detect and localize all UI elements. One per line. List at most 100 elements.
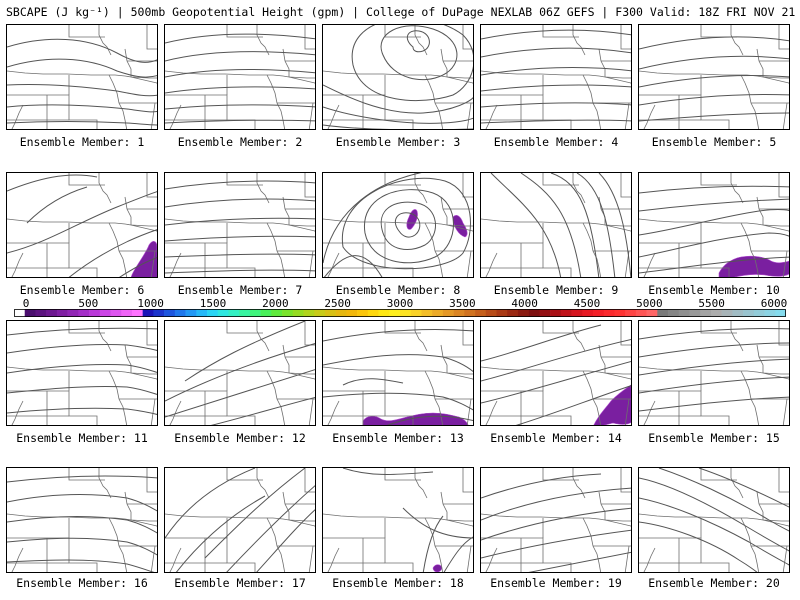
- member-map-5: [639, 25, 789, 129]
- member-caption: Ensemble Member: 2: [177, 135, 303, 149]
- height-contour: [7, 327, 157, 336]
- member-caption: Ensemble Member: 10: [648, 283, 780, 297]
- colorbar-swatch: [464, 309, 476, 317]
- height-contour: [520, 173, 582, 277]
- state-border: [481, 366, 631, 375]
- height-contour: [515, 385, 631, 425]
- colorbar-swatch: [614, 309, 626, 317]
- state-border: [108, 370, 128, 425]
- state-border: [604, 76, 631, 85]
- colorbar-tick-label: 4000: [511, 297, 538, 310]
- member-caption: Ensemble Member: 14: [490, 431, 622, 445]
- state-border: [778, 321, 789, 346]
- state-border: [643, 547, 656, 572]
- state-border: [165, 366, 315, 375]
- state-border: [756, 344, 764, 373]
- colorbar-swatch: [593, 309, 605, 317]
- colorbar-swatch: [324, 309, 336, 317]
- state-border: [165, 70, 315, 79]
- height-contour: [323, 106, 473, 124]
- state-border: [762, 76, 789, 85]
- member-caption: Ensemble Member: 6: [19, 283, 145, 297]
- height-contour: [481, 361, 631, 404]
- colorbar-swatch: [410, 309, 422, 317]
- height-contour: [68, 229, 157, 277]
- member-map-12: [165, 321, 315, 425]
- height-contour: [380, 201, 436, 250]
- member-map-18: [323, 468, 473, 572]
- colorbar-swatch: [131, 309, 143, 317]
- state-border: [620, 321, 631, 346]
- colorbar-swatch: [110, 309, 122, 317]
- state-border: [740, 74, 760, 129]
- state-border: [485, 252, 498, 277]
- colorbar-swatch: [174, 309, 186, 317]
- height-contour: [165, 86, 315, 94]
- colorbar-tick-label: 0: [22, 297, 30, 310]
- height-contour: [639, 36, 789, 50]
- ensemble-member-panel-19: [480, 467, 632, 573]
- height-contour: [323, 354, 473, 373]
- state-border: [481, 513, 631, 522]
- state-border: [169, 252, 182, 277]
- colorbar-swatch: [635, 309, 647, 317]
- state-border: [282, 491, 290, 520]
- state-border: [7, 390, 98, 425]
- state-border: [639, 366, 789, 375]
- height-contour: [165, 343, 315, 402]
- colorbar-swatch: [196, 309, 208, 317]
- colorbar-tick-label: 3500: [449, 297, 476, 310]
- height-contour: [639, 232, 789, 258]
- state-border: [700, 25, 737, 38]
- state-border: [150, 250, 156, 277]
- ensemble-member-panel-18: [322, 467, 474, 573]
- ensemble-member-panel-20: [638, 467, 790, 573]
- state-border: [7, 513, 157, 522]
- height-contour: [639, 358, 789, 376]
- colorbar-swatch: [668, 309, 680, 317]
- height-contour: [165, 253, 315, 258]
- height-contour: [165, 198, 315, 208]
- height-contour: [639, 74, 789, 88]
- member-caption: Ensemble Member: 7: [177, 283, 303, 297]
- state-border: [424, 222, 444, 277]
- colorbar-swatch: [35, 309, 47, 317]
- height-contour: [481, 529, 631, 559]
- height-contour: [386, 415, 473, 425]
- height-contour: [165, 369, 315, 418]
- state-border: [124, 491, 132, 520]
- member-caption: Ensemble Member: 13: [332, 431, 464, 445]
- state-border: [485, 547, 498, 572]
- colorbar-swatch: [571, 309, 583, 317]
- state-border: [620, 173, 631, 198]
- state-border: [7, 537, 98, 572]
- height-contour: [7, 537, 157, 556]
- height-contour: [342, 468, 434, 475]
- state-border: [639, 70, 789, 79]
- ensemble-member-panel-13: [322, 320, 474, 426]
- state-border: [165, 390, 256, 425]
- height-contour: [165, 104, 315, 110]
- ensemble-member-panel-6: [6, 172, 158, 278]
- state-border: [165, 513, 315, 522]
- colorbar-swatch: [625, 309, 637, 317]
- state-border: [169, 104, 182, 129]
- height-contour: [7, 515, 157, 534]
- height-contour: [7, 363, 157, 374]
- state-border: [327, 400, 340, 425]
- state-border: [624, 398, 630, 425]
- state-border: [256, 468, 270, 499]
- state-border: [146, 173, 157, 198]
- state-border: [481, 218, 631, 227]
- state-border: [481, 94, 572, 129]
- state-border: [7, 366, 157, 375]
- state-border: [323, 390, 414, 425]
- colorbar-swatch: [775, 309, 786, 317]
- member-map-8: [323, 173, 473, 277]
- state-border: [582, 517, 602, 572]
- state-border: [700, 468, 737, 481]
- colorbar-swatch: [357, 309, 369, 317]
- height-contour: [528, 551, 631, 572]
- state-border: [740, 517, 760, 572]
- member-caption: Ensemble Member: 19: [490, 576, 622, 590]
